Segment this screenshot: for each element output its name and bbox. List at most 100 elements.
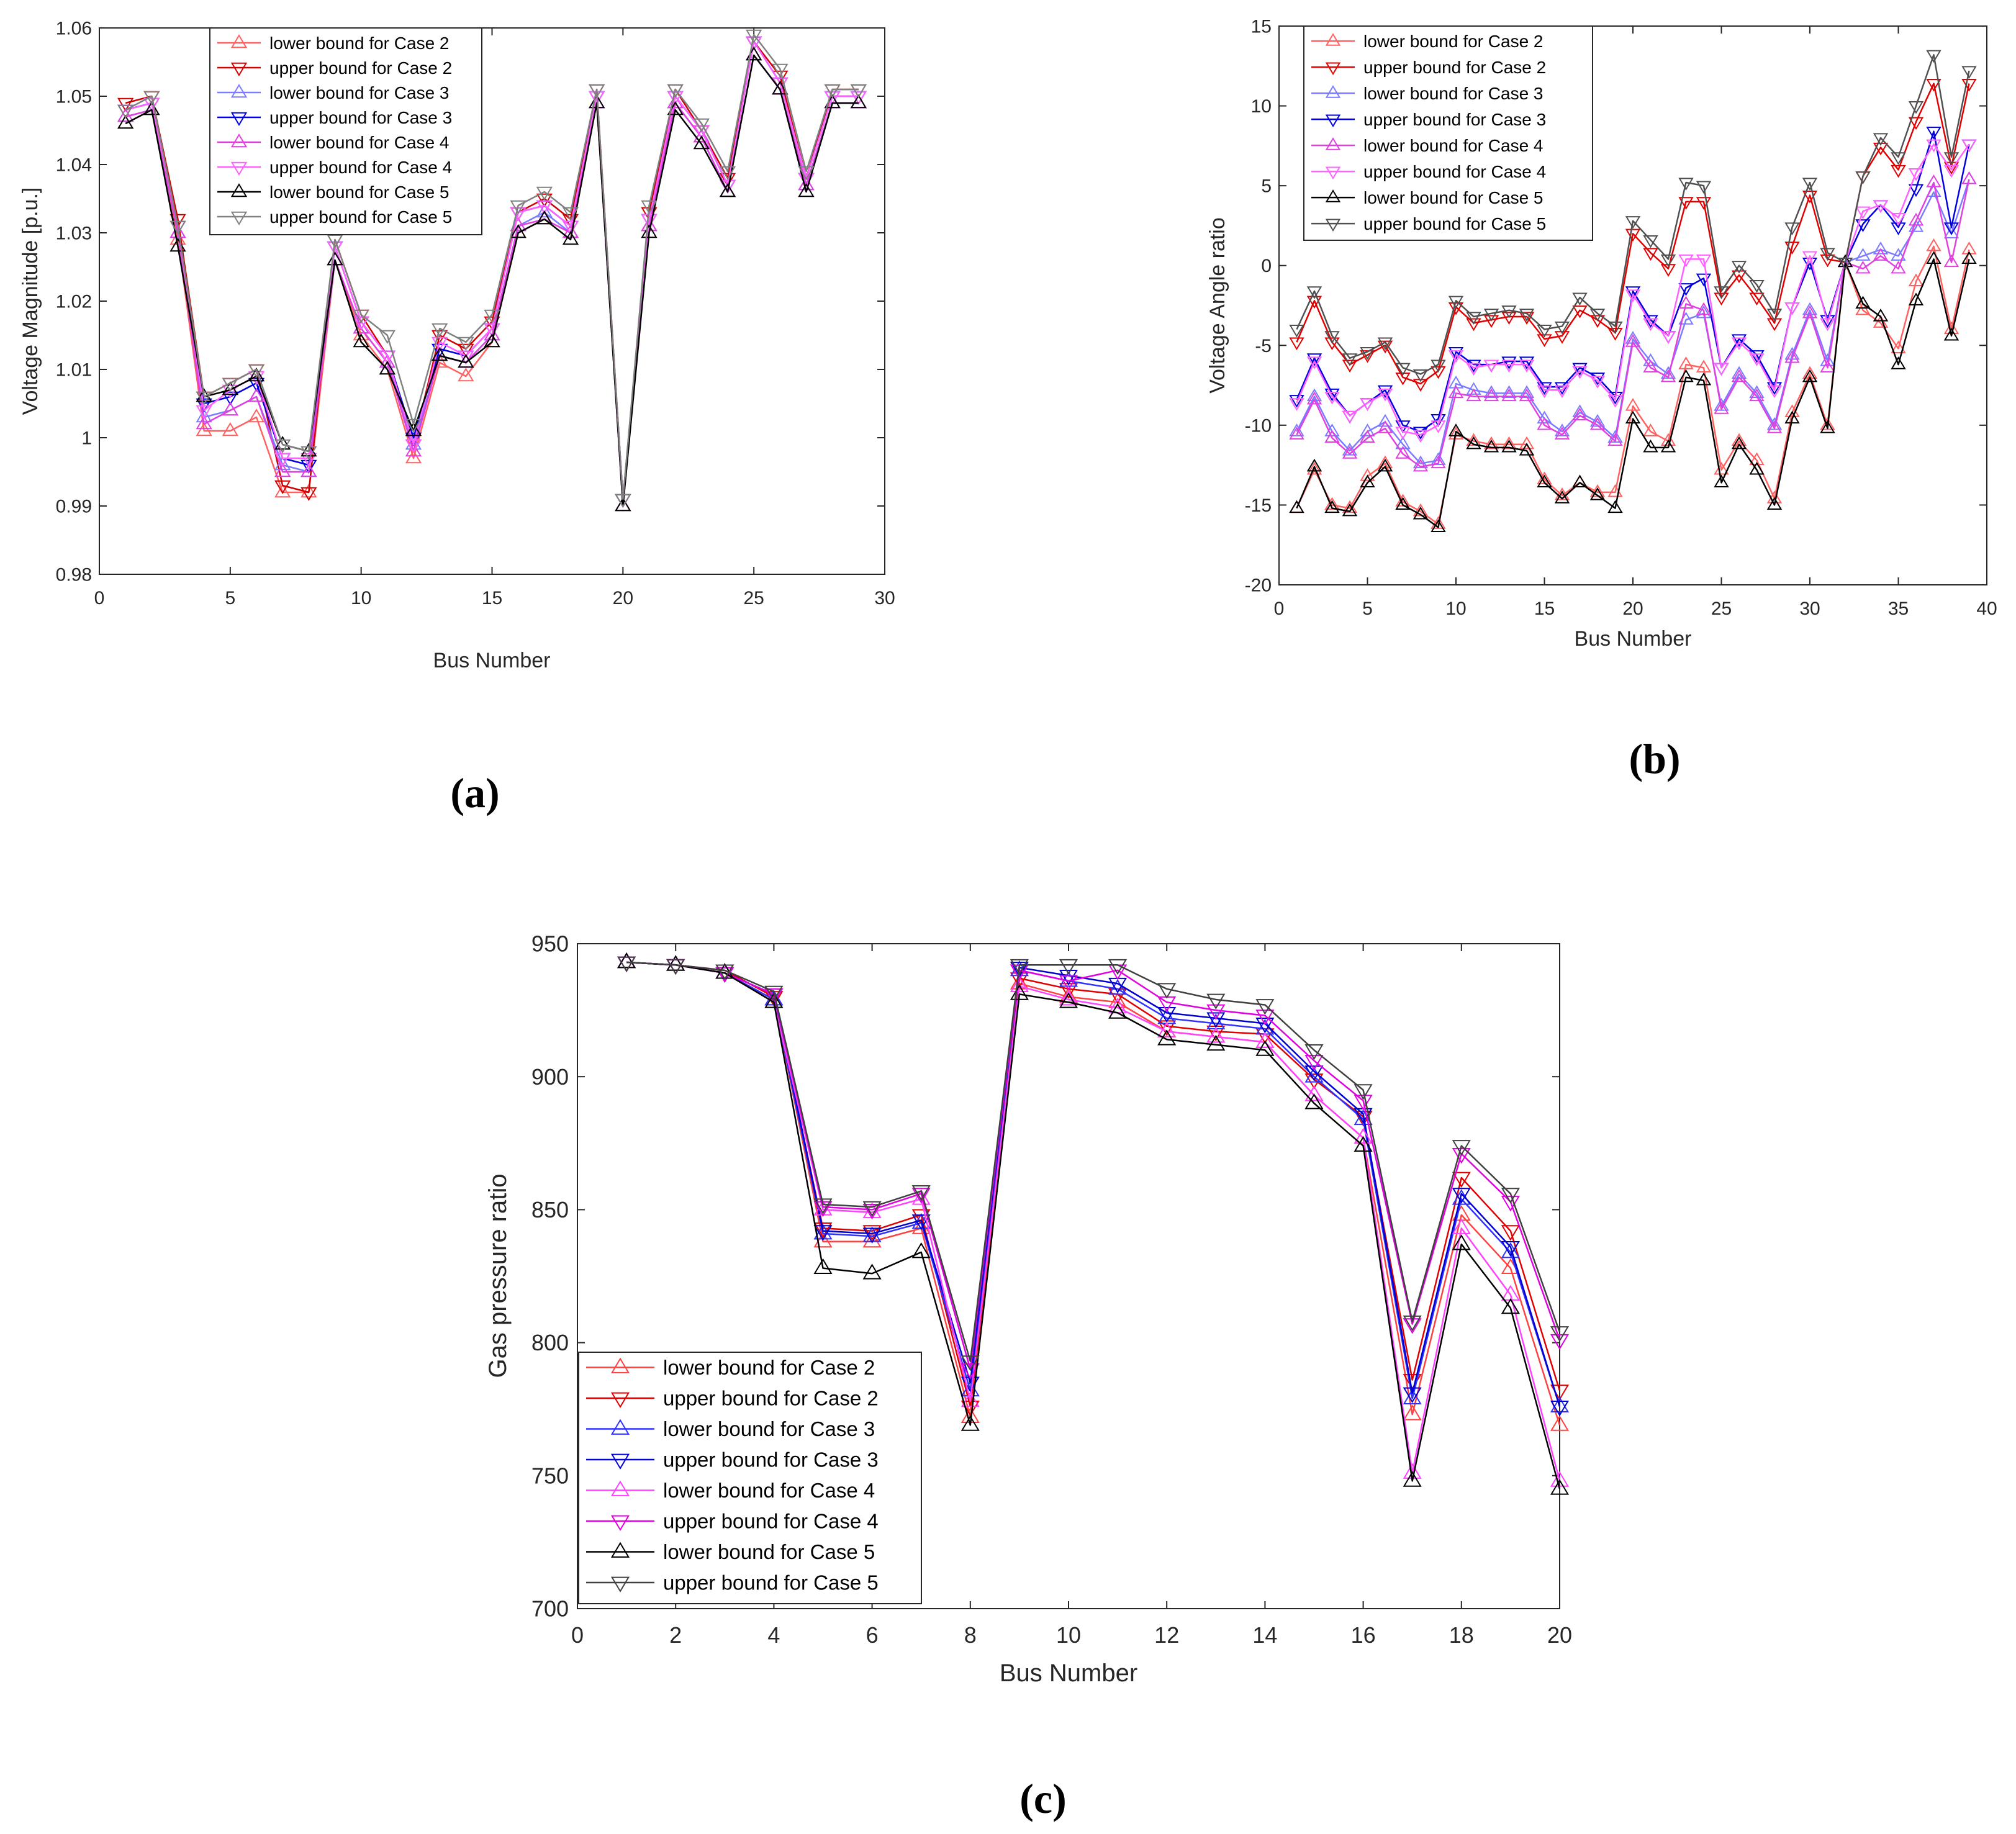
data-point [813, 1231, 833, 1248]
data-point [1306, 458, 1322, 472]
legend-label: upper bound for Case 5 [269, 207, 452, 227]
data-point [911, 1188, 931, 1204]
data-point [1360, 350, 1375, 363]
data-point [1696, 372, 1712, 386]
data-point [1403, 1388, 1422, 1404]
x-tick-label: 30 [874, 588, 895, 608]
data-point [1678, 178, 1694, 191]
legend-swatch-marker [610, 1576, 630, 1592]
data-point [1059, 990, 1078, 1006]
data-point [1766, 497, 1783, 510]
series-6 [1289, 139, 1977, 443]
data-point [1448, 423, 1464, 436]
data-point [911, 1189, 931, 1205]
data-point [1943, 222, 1959, 235]
data-point [1891, 222, 1906, 235]
data-point [1206, 1004, 1226, 1021]
data-point [1108, 1003, 1128, 1019]
x-tick-label: 18 [1449, 1622, 1474, 1648]
data-point [1749, 292, 1765, 306]
data-point [1802, 251, 1818, 264]
x-tick-label: 0 [94, 588, 105, 608]
data-point [1448, 376, 1464, 389]
x-axis-title-a: Bus Number [433, 649, 551, 672]
y-tick-label: 5 [1261, 176, 1272, 197]
data-point [1908, 101, 1924, 114]
x-tick-label: 20 [613, 588, 633, 608]
data-point [862, 1204, 882, 1220]
data-point [1820, 315, 1835, 328]
data-point [667, 84, 684, 98]
data-point [850, 84, 867, 98]
legend-entry: upper bound for Case 4 [586, 1510, 879, 1533]
data-point [666, 959, 685, 975]
y-tick-label: 750 [531, 1463, 569, 1488]
legend-entry: lower bound for Case 4 [586, 1479, 875, 1502]
legend-label: lower bound for Case 4 [269, 133, 450, 152]
data-point [536, 193, 553, 207]
data-point [1157, 1029, 1177, 1046]
data-point [117, 97, 134, 112]
data-point [1589, 417, 1606, 430]
data-point [248, 364, 265, 378]
legend-box [209, 27, 482, 235]
data-point [1342, 359, 1358, 373]
legend-swatch-marker [230, 112, 248, 126]
data-point [1448, 385, 1464, 399]
panel-caption-b: (b) [1629, 735, 1680, 782]
data-point [222, 377, 238, 392]
data-point [301, 446, 317, 460]
data-point [1206, 1012, 1226, 1028]
y-tick-label: 1.04 [56, 155, 92, 176]
data-point [1855, 260, 1871, 274]
data-point [1010, 976, 1029, 992]
data-point [1377, 458, 1393, 472]
data-point [719, 183, 736, 197]
chart-panel-a: 0 5 10 15 20 25 30 0.98 0.99 1 1.01 1.02 1.03 1.04 1.0… [19, 19, 895, 817]
legend-label: upper bound for Case 2 [1363, 58, 1546, 77]
x-tick-label: 5 [1362, 599, 1373, 619]
legend-swatch-marker [610, 1515, 630, 1531]
data-point [693, 125, 710, 139]
data-point [1377, 385, 1393, 399]
data-point [1519, 359, 1535, 373]
data-point [1306, 296, 1322, 309]
ticks-b: 0 5 10 15 20 25 30 35 40 -20 -15 -10 -5 0 5 10 15 [1245, 17, 1997, 620]
data-point [1660, 369, 1676, 382]
data-point [961, 1355, 980, 1371]
x-tick-label: 2 [669, 1622, 682, 1648]
data-point [1784, 350, 1800, 363]
legend-label: upper bound for Case 2 [663, 1387, 879, 1410]
data-point [1891, 212, 1906, 226]
data-point [1395, 420, 1411, 433]
series-line [626, 961, 1561, 1481]
data-point [1873, 309, 1889, 322]
data-point [1625, 398, 1641, 411]
data-point [301, 463, 317, 477]
legend-entry: upper bound for Case 3 [1311, 110, 1546, 129]
data-point [1059, 975, 1078, 991]
data-point [1731, 334, 1747, 347]
legend-b: lower bound for Case 2 upper bound for Ca… [1303, 25, 1593, 241]
data-point [1466, 382, 1481, 395]
data-point [615, 494, 631, 508]
data-point [1010, 962, 1029, 978]
data-point [1926, 238, 1941, 251]
y-tick-label: 1 [81, 428, 92, 449]
data-point [1784, 410, 1800, 424]
data-point [1324, 430, 1340, 443]
data-point [1554, 382, 1570, 395]
data-point [1855, 296, 1871, 309]
y-tick-label: -5 [1255, 336, 1272, 356]
data-point [562, 220, 579, 235]
legend-label: lower bound for Case 2 [663, 1356, 875, 1379]
legend-entry: upper bound for Case 5 [586, 1571, 879, 1594]
data-point [1403, 1387, 1422, 1403]
data-point [1607, 328, 1623, 341]
data-point [1108, 978, 1128, 995]
data-point [1466, 318, 1481, 332]
data-point [1643, 248, 1658, 261]
y-axis-title-b: Voltage Angle ratio [1206, 217, 1229, 394]
data-point [1360, 423, 1375, 436]
data-point [1589, 309, 1606, 322]
